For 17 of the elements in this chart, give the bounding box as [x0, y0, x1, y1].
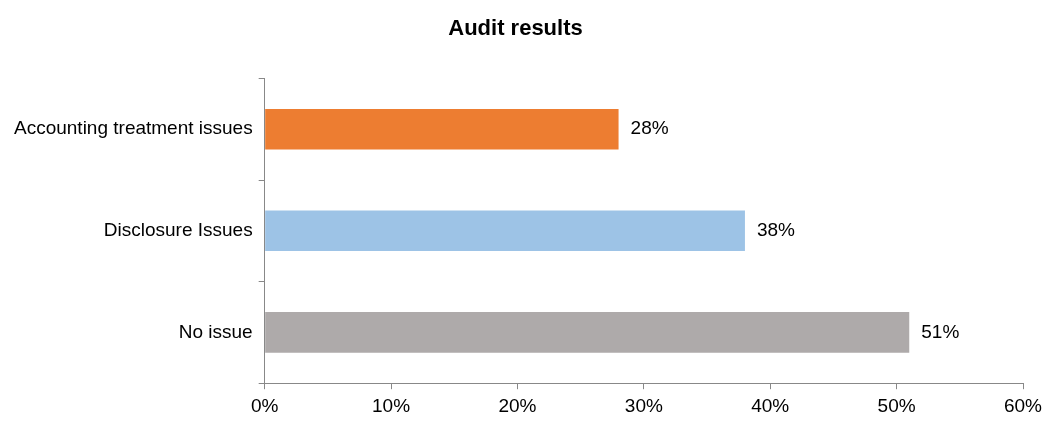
x-tick-label: 20% — [498, 394, 537, 416]
x-tick-label: 60% — [1003, 394, 1043, 416]
y-tick-label: Disclosure Issues — [103, 219, 253, 241]
data-label: 38% — [756, 219, 796, 241]
data-label: 51% — [921, 320, 960, 342]
x-tick-label: 10% — [372, 394, 411, 416]
x-tick-label: 30% — [624, 394, 663, 416]
y-tick-label: Accounting treatment issues — [13, 117, 253, 139]
bar — [265, 312, 910, 353]
bar — [265, 108, 619, 150]
x-tick-label: 50% — [877, 394, 916, 416]
data-label: 28% — [630, 117, 669, 139]
bar — [265, 210, 745, 252]
x-tick-label: 40% — [751, 394, 790, 416]
chart-title: Audit results — [448, 15, 583, 41]
y-tick-label: No issue — [178, 320, 253, 342]
x-tick-label: 0% — [250, 394, 279, 416]
